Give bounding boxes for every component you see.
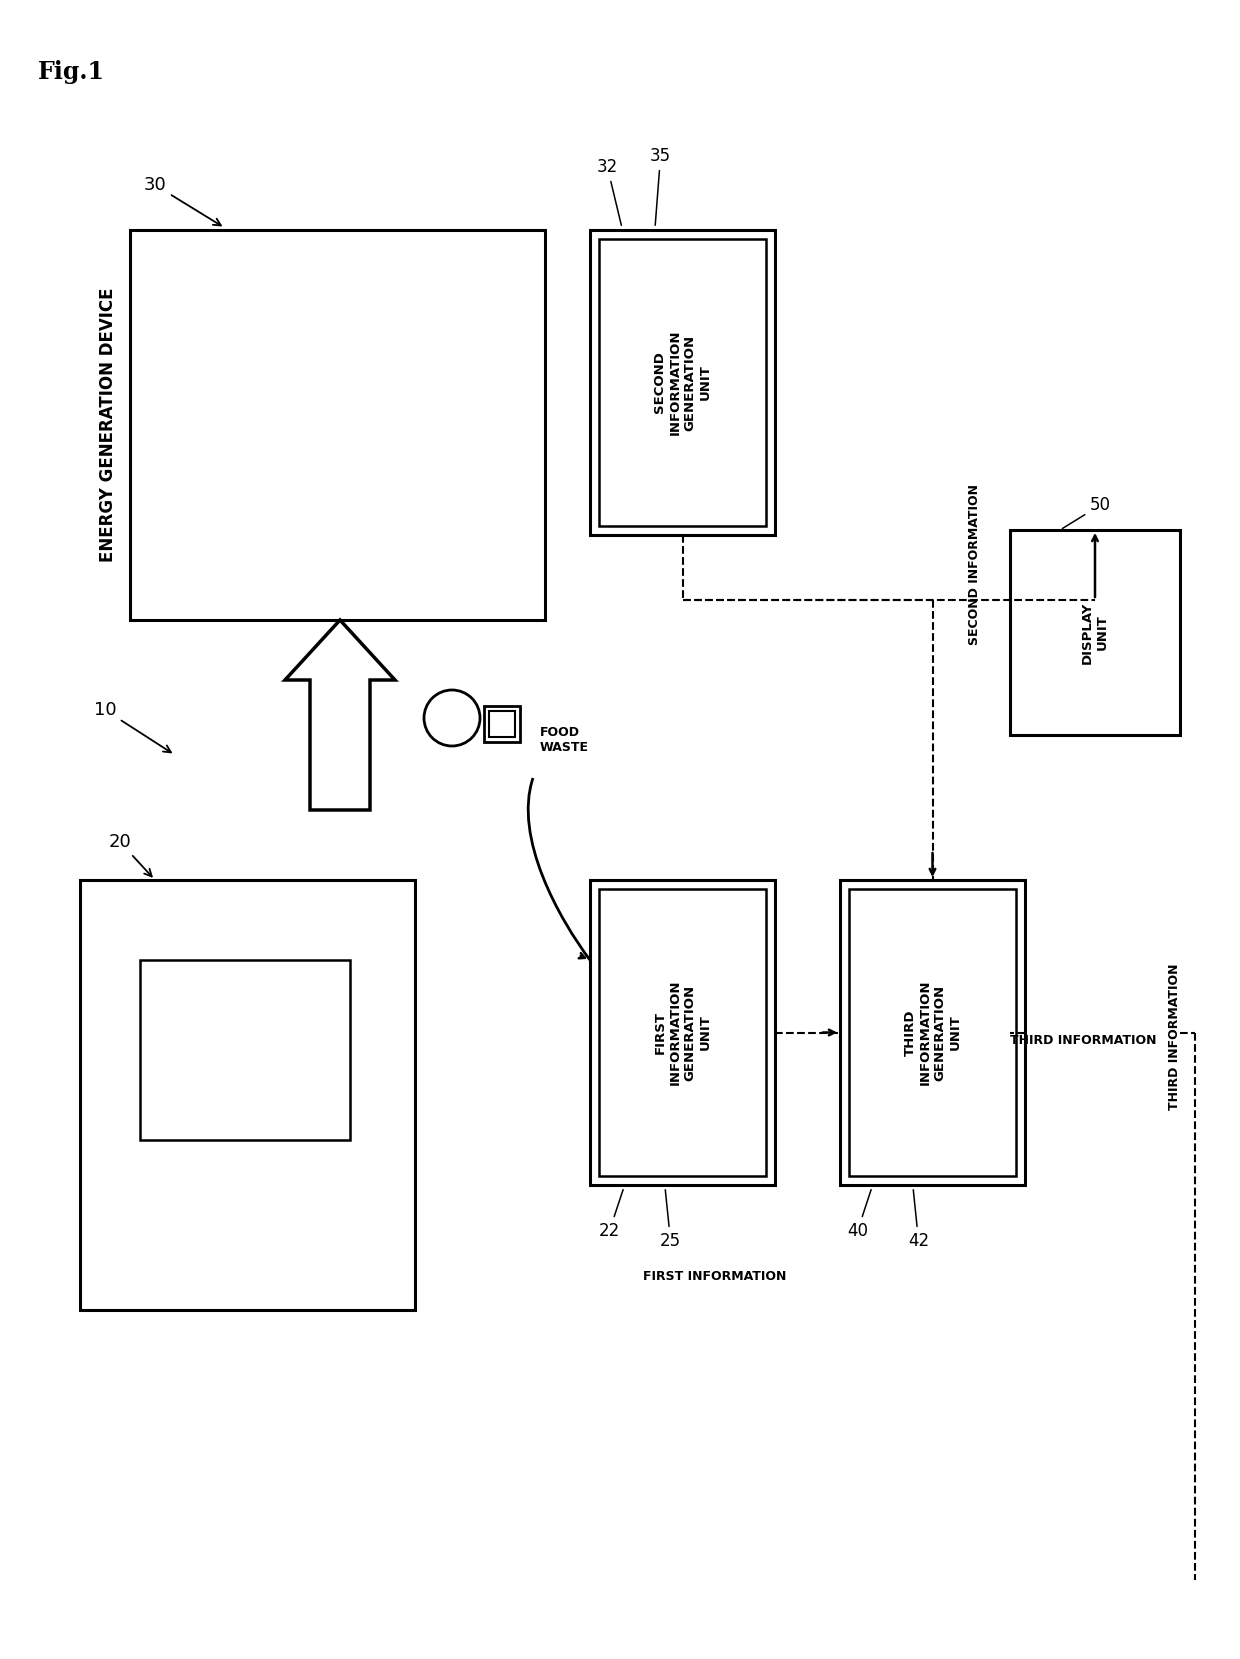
Text: THIRD INFORMATION: THIRD INFORMATION	[1168, 964, 1182, 1110]
Text: 22: 22	[599, 1190, 624, 1239]
Bar	[599, 239, 766, 526]
Bar	[849, 889, 1016, 1176]
Text: THIRD INFORMATION: THIRD INFORMATION	[1011, 1034, 1157, 1047]
Text: DISPLAY
UNIT: DISPLAY UNIT	[1081, 601, 1109, 664]
Polygon shape	[285, 620, 396, 810]
Text: 30: 30	[144, 176, 221, 226]
Text: ENERGY GENERATION DEVICE: ENERGY GENERATION DEVICE	[99, 287, 117, 562]
Bar	[140, 961, 350, 1140]
Text: FIRST
INFORMATION
GENERATION
UNIT: FIRST INFORMATION GENERATION UNIT	[653, 980, 712, 1085]
Bar	[484, 707, 520, 742]
Text: 42: 42	[908, 1190, 929, 1249]
Text: 10: 10	[94, 702, 171, 753]
Bar	[489, 712, 515, 737]
Text: 25: 25	[660, 1190, 681, 1249]
Text: SECOND INFORMATION: SECOND INFORMATION	[968, 484, 982, 645]
Text: 40: 40	[847, 1190, 872, 1239]
Bar	[590, 231, 775, 534]
Text: 20: 20	[109, 833, 151, 876]
Bar	[599, 889, 766, 1176]
Bar	[130, 231, 546, 620]
Text: THIRD
INFORMATION
GENERATION
UNIT: THIRD INFORMATION GENERATION UNIT	[904, 980, 961, 1085]
Text: Fig.1: Fig.1	[38, 60, 105, 85]
Text: SECOND
INFORMATION
GENERATION
UNIT: SECOND INFORMATION GENERATION UNIT	[653, 330, 712, 435]
Text: 35: 35	[650, 148, 671, 226]
Text: 50: 50	[1063, 496, 1111, 529]
Bar	[81, 879, 415, 1311]
Bar	[1011, 529, 1180, 735]
Text: FOOD
WASTE: FOOD WASTE	[539, 727, 589, 753]
Bar	[590, 879, 775, 1185]
Text: FIRST INFORMATION: FIRST INFORMATION	[644, 1271, 786, 1282]
Circle shape	[424, 690, 480, 747]
Bar	[839, 879, 1025, 1185]
Text: 32: 32	[596, 158, 621, 226]
